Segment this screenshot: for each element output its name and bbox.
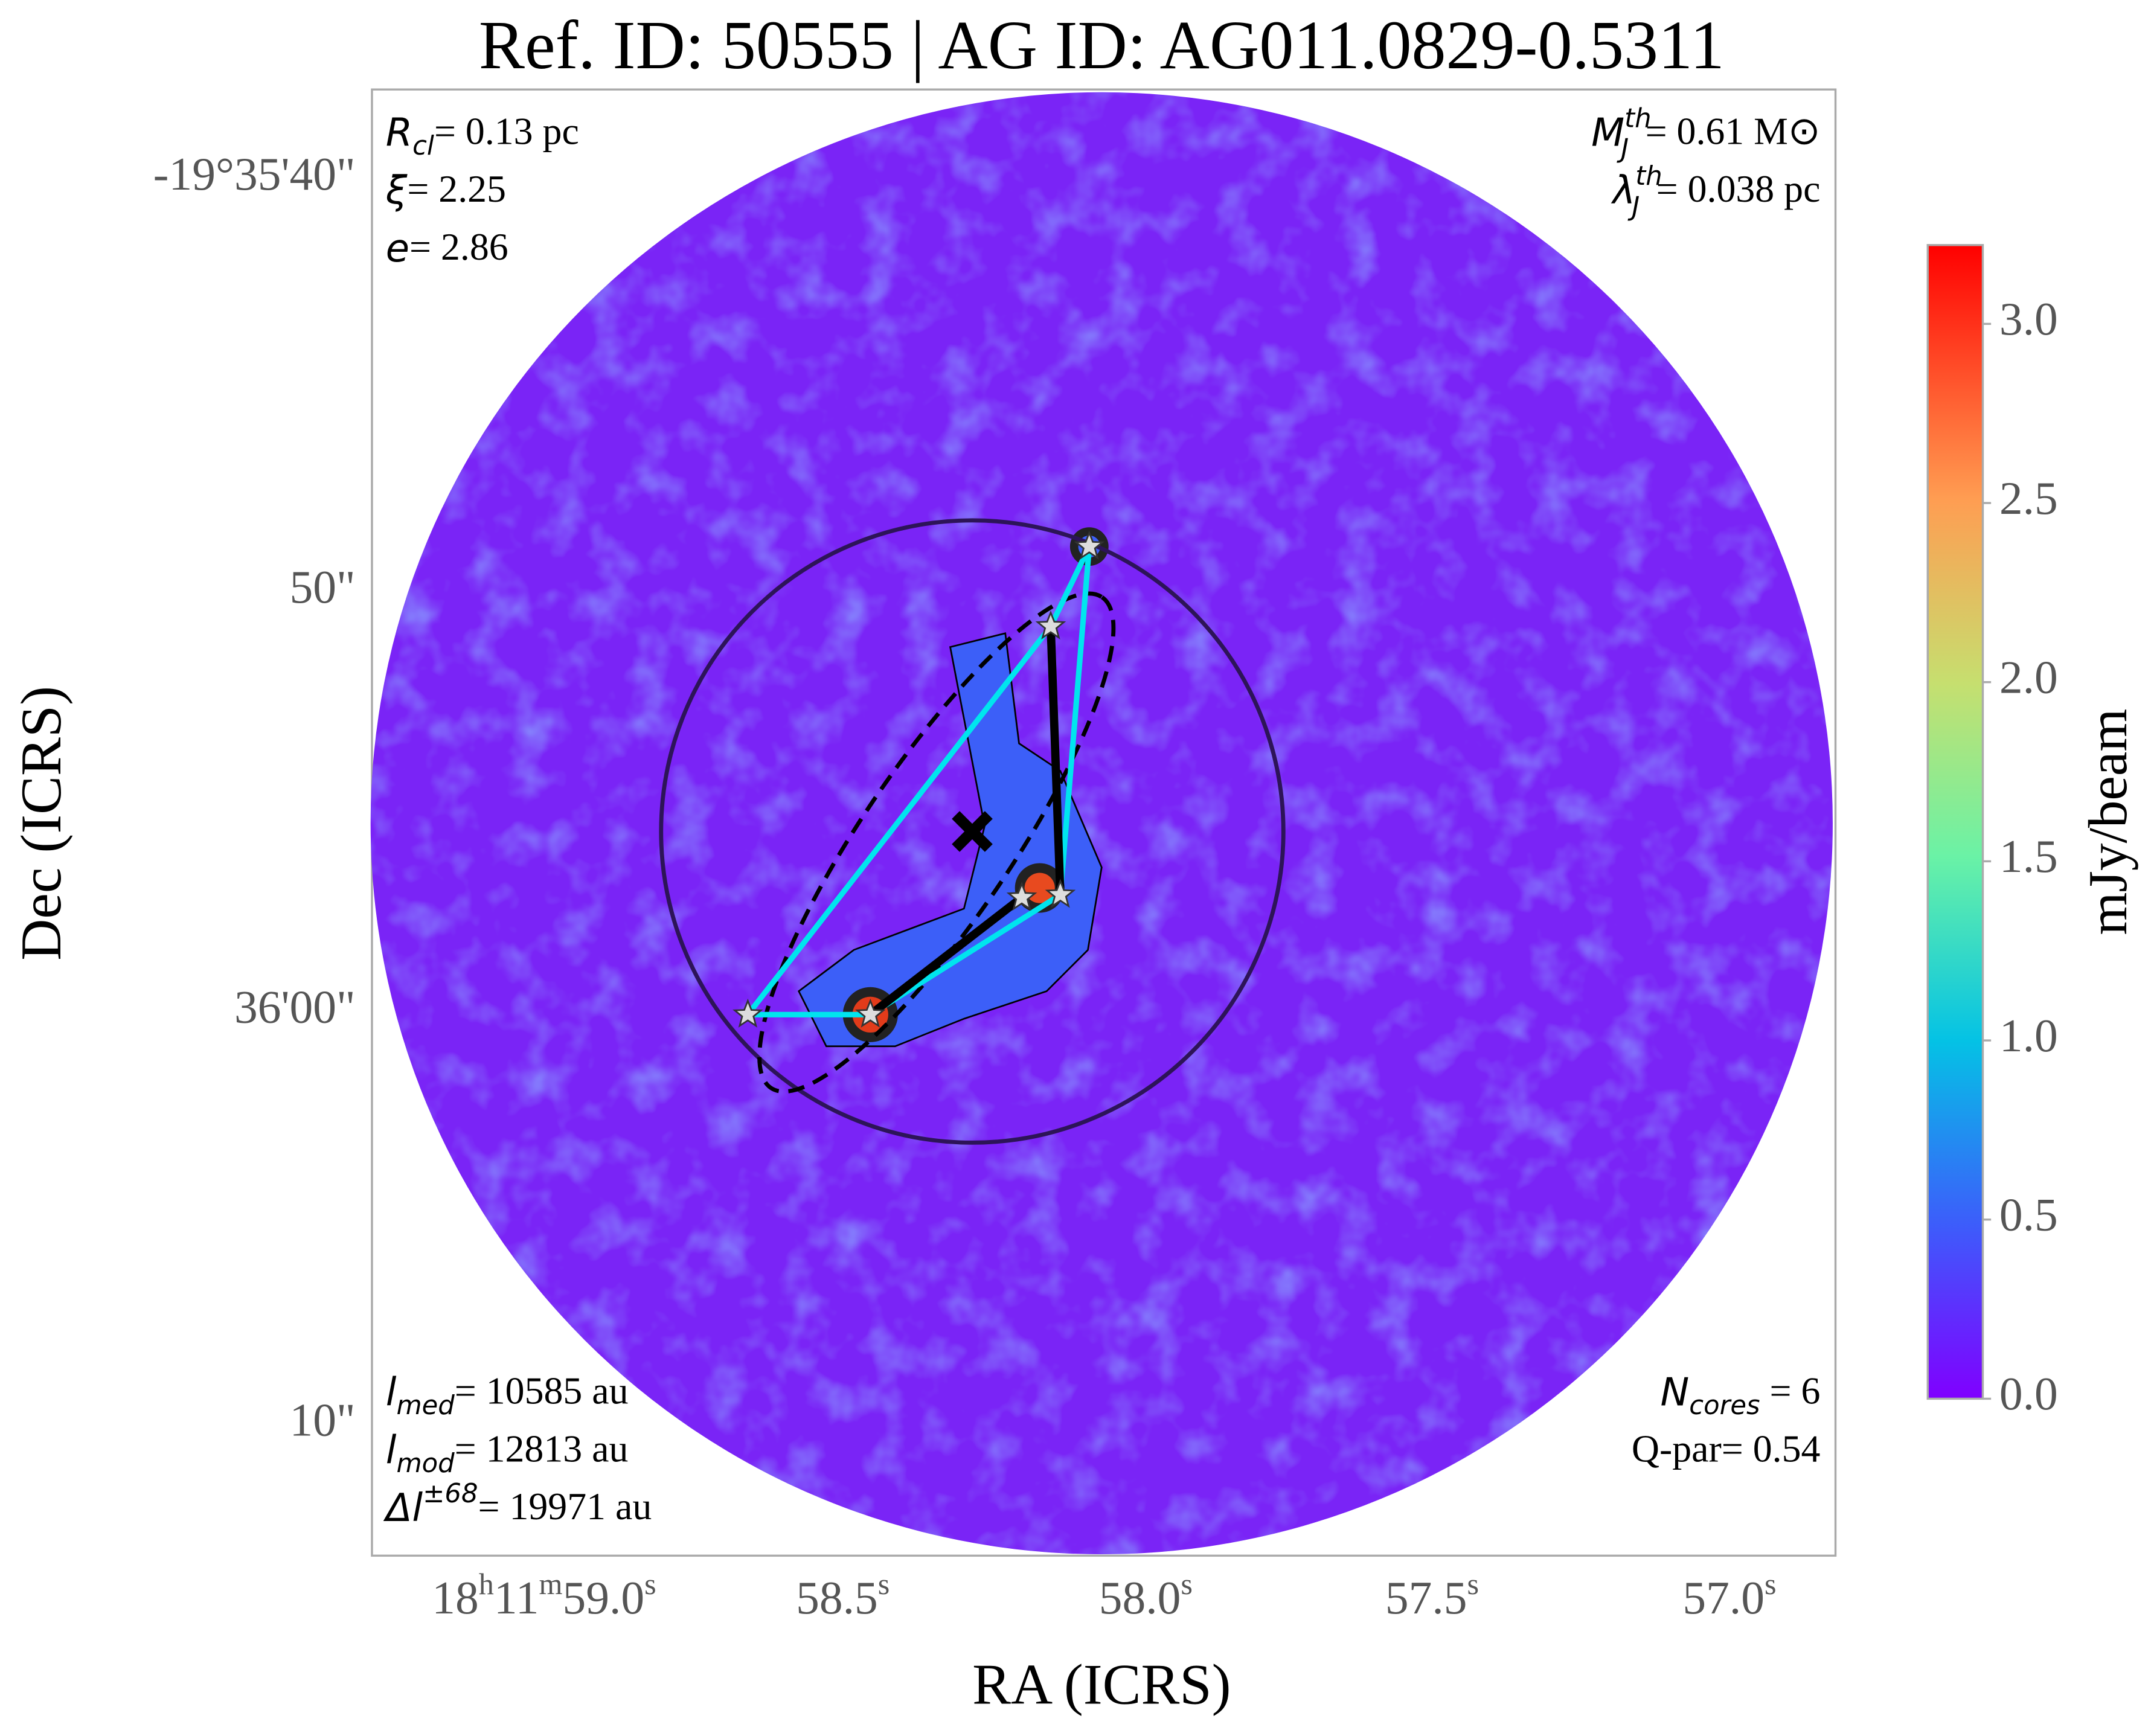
symbol: e xyxy=(386,226,409,271)
annotation-text: = 6 xyxy=(1760,1369,1821,1412)
superscript: th xyxy=(1624,103,1651,133)
x-tick-label: 57.0s xyxy=(1682,1567,1776,1624)
colorbar-tick-label: 3.0 xyxy=(1999,293,2058,345)
x-axis-label: RA (ICRS) xyxy=(972,1653,1231,1717)
tick-value: 58.5 xyxy=(796,1572,878,1624)
symbol: M xyxy=(1591,111,1624,155)
annotation: Mth J = 0.61 M⊙ xyxy=(1591,103,1820,164)
annotation: Q-par= 0.54 xyxy=(1632,1427,1821,1470)
colorbar-tick-label: 0.5 xyxy=(1999,1189,2058,1241)
colorbar-label: mJy/beam xyxy=(2077,709,2138,935)
annotation: Δl±68= 19971 au xyxy=(383,1479,652,1531)
tick-unit: s xyxy=(644,1567,656,1601)
x-tick-label: 18h11m59.0s xyxy=(432,1567,656,1624)
annotation: λth J = 0.038 pc xyxy=(1611,161,1820,222)
tick-unit: h xyxy=(479,1567,494,1601)
colorbar-tick-label: 2.5 xyxy=(1999,472,2058,524)
tick-unit: s xyxy=(878,1567,890,1601)
colorbar xyxy=(1926,244,1984,1400)
annotation: Ncores = 6 xyxy=(1661,1369,1821,1420)
symbol: Δl xyxy=(383,1486,423,1531)
y-tick-label: 36'00" xyxy=(234,981,356,1033)
tick-unit: s xyxy=(1467,1567,1479,1601)
colorbar-tick-label: 1.0 xyxy=(1999,1010,2058,1062)
subscript: mod xyxy=(396,1448,455,1478)
annotation: ξ= 2.25 xyxy=(385,167,506,213)
subscript: cores xyxy=(1689,1391,1760,1421)
colorbar-tick-label: 1.5 xyxy=(1999,830,2058,882)
annotation-text: = 0.13 pc xyxy=(434,109,579,152)
superscript: th xyxy=(1635,161,1662,191)
symbol: l xyxy=(386,1428,397,1473)
y-tick-label: -19°35'40" xyxy=(153,148,356,200)
x-tick-label: 58.5s xyxy=(796,1567,890,1624)
tick-value: 59.0 xyxy=(562,1572,644,1624)
y-axis-label: Dec (ICRS) xyxy=(9,686,73,961)
annotation-text: = 0.61 M⊙ xyxy=(1646,109,1821,152)
annotation-text: = 2.86 xyxy=(409,225,508,268)
x-tick-label: 57.5s xyxy=(1385,1567,1479,1624)
symbol: N xyxy=(1661,1370,1690,1415)
tick-unit: m xyxy=(539,1567,562,1601)
symbol: λ xyxy=(1611,168,1635,213)
colorbar-tick-label: 2.0 xyxy=(1999,651,2058,703)
tick-unit: s xyxy=(1181,1567,1193,1601)
title: Ref. ID: 50555 | AG ID: AG011.0829-0.531… xyxy=(479,7,1725,83)
annotation: Rcl= 0.13 pc xyxy=(386,109,579,161)
subscript: cl xyxy=(412,130,434,161)
colorbar-tick-label: 0.0 xyxy=(1999,1368,2058,1420)
x-tick-label: 58.0s xyxy=(1099,1567,1193,1624)
annotation: e= 2.86 xyxy=(386,225,508,271)
annotation-text: = 0.038 pc xyxy=(1656,167,1821,210)
symbol: l xyxy=(386,1370,397,1415)
y-tick-label: 50" xyxy=(289,561,355,613)
annotation-text: = 19971 au xyxy=(478,1485,652,1528)
tick-value: 58.0 xyxy=(1099,1572,1181,1624)
symbol: R xyxy=(386,111,412,155)
annotation: lmed= 10585 au xyxy=(386,1369,629,1420)
annotation: lmod= 12813 au xyxy=(386,1427,629,1478)
tick-value: 18 xyxy=(432,1572,479,1624)
subscript: med xyxy=(396,1391,455,1421)
y-tick-label: 10" xyxy=(289,1394,355,1446)
symbol: ξ xyxy=(385,168,408,213)
annotation-text: Q-par= 0.54 xyxy=(1632,1427,1821,1470)
annotation-text: = 12813 au xyxy=(455,1427,629,1470)
tick-value: 11 xyxy=(494,1572,539,1624)
annotation-text: = 2.25 xyxy=(407,167,506,210)
tick-value: 57.0 xyxy=(1682,1572,1765,1624)
dynamic: -19°35'40"50"36'00"10"18h11m59.0s 58.5s 58… xyxy=(153,103,2058,1624)
tick-unit: s xyxy=(1765,1567,1777,1601)
sky-map xyxy=(370,92,1833,1555)
superscript: ±68 xyxy=(423,1479,478,1509)
tick-value: 57.5 xyxy=(1385,1572,1467,1624)
annotation-text: = 10585 au xyxy=(455,1369,629,1412)
